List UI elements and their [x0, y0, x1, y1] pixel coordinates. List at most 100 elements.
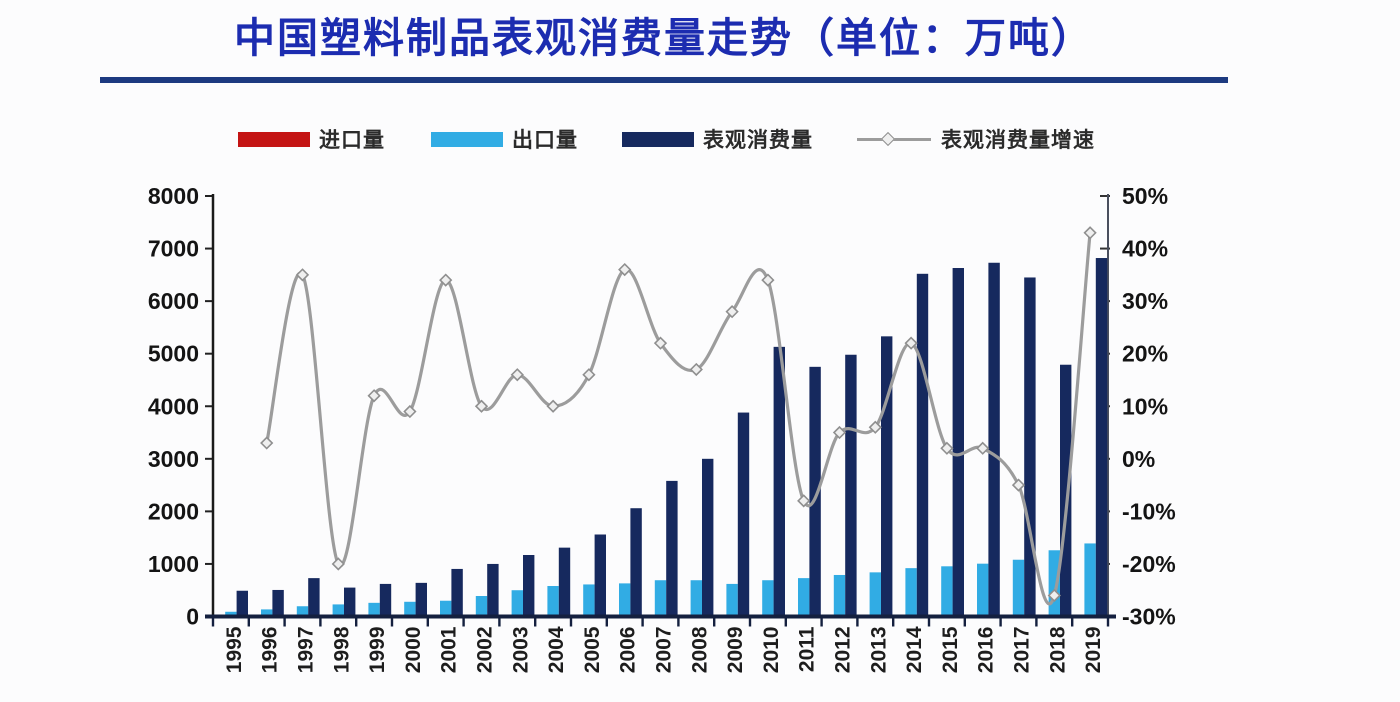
legend: 进口量 出口量 表观消费量 表观消费量增速	[238, 126, 1138, 152]
svg-text:-20%: -20%	[1122, 551, 1176, 577]
bar	[404, 601, 416, 617]
diamond-marker-icon	[689, 362, 703, 377]
legend-item-export: 出口量	[431, 124, 578, 154]
export-swatch-icon	[431, 131, 503, 147]
bar	[654, 580, 667, 617]
bar	[773, 346, 785, 617]
bar	[475, 596, 488, 617]
bar	[451, 568, 463, 617]
right-axis: -30% -20% -10% 0% 10% 20% 30% 40% 50%	[1100, 183, 1176, 630]
x-tick-label: 2017	[1011, 627, 1034, 674]
diamond-marker-icon	[1011, 478, 1026, 492]
bar	[1048, 550, 1060, 617]
diamond-marker-icon	[976, 441, 990, 455]
bar	[726, 583, 738, 617]
svg-text:20%: 20%	[1122, 341, 1168, 367]
bar	[881, 336, 893, 617]
x-tick-label: 2009	[724, 627, 747, 674]
growth-line-swatch-icon	[857, 131, 931, 147]
svg-text:8000: 8000	[148, 183, 199, 209]
bar	[344, 587, 356, 617]
bar	[261, 609, 273, 617]
bar	[905, 568, 917, 617]
svg-text:-30%: -30%	[1122, 604, 1176, 630]
diamond-marker-icon	[618, 262, 632, 277]
diamond-marker-icon	[725, 305, 739, 319]
diamond-marker-icon	[474, 399, 489, 413]
bar	[487, 563, 499, 617]
bar	[547, 586, 559, 617]
bar	[1084, 543, 1096, 617]
x-tick-label: 2016	[975, 626, 998, 673]
bar	[690, 580, 702, 617]
x-axis: 1995 1996 1997 1998 1999 2000 2001 2002 2003 2004…	[211, 618, 1110, 674]
svg-text:50%: 50%	[1122, 183, 1168, 209]
import-swatch-icon	[238, 131, 310, 147]
x-tick-label: 2015	[939, 626, 962, 673]
growth-line-markers	[260, 226, 1097, 603]
diamond-marker-icon	[582, 368, 596, 382]
left-axis: 0 1000 2000 3000 4000 5000 6000 7000 8000	[148, 183, 213, 630]
bar	[440, 600, 452, 617]
x-tick-label: 2013	[867, 627, 890, 674]
diamond-marker-icon	[653, 336, 668, 350]
bar	[1095, 258, 1108, 617]
x-tick-label: 2014	[903, 626, 926, 673]
x-tick-label: 2018	[1046, 626, 1069, 673]
x-tick-label: 2008	[688, 626, 711, 673]
title-underline	[100, 77, 1228, 83]
bar	[1060, 364, 1072, 617]
bars-1	[225, 543, 1096, 617]
diamond-marker-icon	[260, 436, 274, 450]
legend-label-growth: 表观消费量增速	[941, 129, 1095, 152]
diamond-marker-icon	[904, 336, 918, 350]
bar	[558, 547, 571, 617]
svg-text:2000: 2000	[148, 498, 199, 524]
x-tick-label: 2012	[832, 627, 855, 674]
svg-text:6000: 6000	[148, 288, 199, 314]
bar	[368, 602, 380, 617]
bar	[511, 590, 523, 617]
diamond-marker-icon	[295, 268, 310, 282]
diamond-marker-icon	[403, 404, 417, 419]
bar	[737, 412, 750, 617]
svg-text:3000: 3000	[148, 446, 199, 472]
diamond-marker-icon	[761, 273, 775, 287]
diamond-marker-icon	[1083, 226, 1097, 240]
svg-text:30%: 30%	[1122, 288, 1168, 314]
bar	[977, 563, 989, 617]
diamond-marker-icon	[510, 368, 524, 382]
bar	[619, 583, 631, 617]
bar	[308, 578, 320, 617]
x-tick-label: 2004	[545, 626, 568, 673]
diamond-marker-icon	[797, 494, 811, 508]
diamond-marker-icon	[331, 557, 345, 571]
chart-title: 中国塑料制品表观消费量走势（单位：万吨）	[234, 15, 1094, 61]
bar	[1024, 277, 1036, 617]
x-tick-label: 1998	[330, 626, 353, 673]
bar	[415, 582, 427, 617]
bar	[666, 480, 678, 617]
bar	[332, 604, 344, 617]
bar	[988, 262, 1000, 617]
x-tick-label: 2002	[474, 627, 497, 674]
x-tick-label: 2003	[509, 627, 532, 674]
svg-text:-10%: -10%	[1122, 498, 1176, 524]
svg-text:10%: 10%	[1122, 393, 1168, 419]
diamond-marker-icon	[1047, 588, 1061, 603]
x-tick-label: 1995	[223, 626, 246, 673]
bar	[869, 572, 881, 617]
bar	[702, 458, 714, 617]
x-tick-label: 2019	[1082, 627, 1105, 674]
bar	[845, 354, 857, 617]
bar	[296, 606, 309, 617]
bar	[225, 611, 237, 617]
svg-text:1000: 1000	[148, 551, 199, 577]
bar	[379, 583, 392, 617]
growth-line	[265, 232, 1092, 606]
legend-item-consumption: 表观消费量	[622, 124, 813, 154]
diamond-marker-icon	[940, 441, 954, 455]
x-tick-label: 1999	[366, 627, 389, 674]
bar	[523, 555, 535, 617]
